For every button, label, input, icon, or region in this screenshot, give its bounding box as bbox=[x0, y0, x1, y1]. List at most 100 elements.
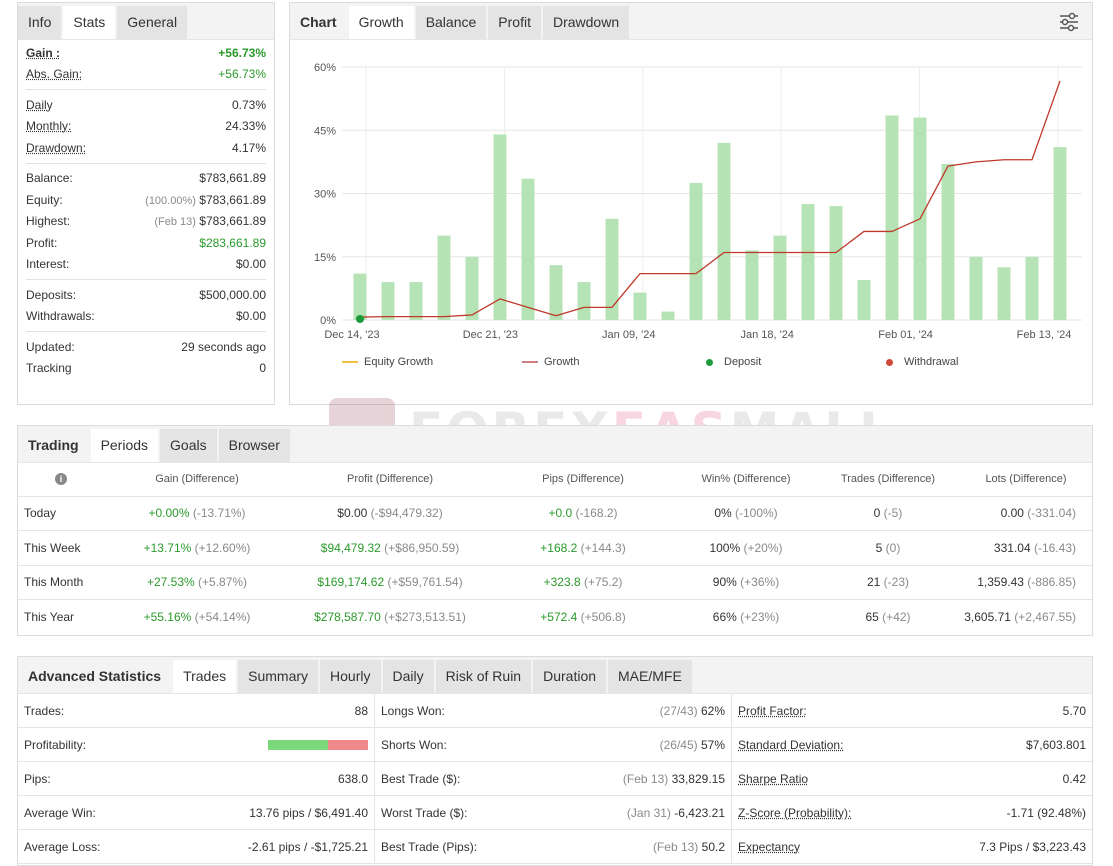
gain-diff: (+5.87%) bbox=[198, 575, 248, 590]
abs-gain-row: Abs. Gain: +56.73% bbox=[26, 64, 266, 86]
tab-drawdown[interactable]: Drawdown bbox=[542, 6, 630, 39]
advanced-col-1: Trades: 88 Profitability: Pips: 638.0 Aver… bbox=[18, 694, 375, 864]
growth-chart: 0% 15% 30% 45% 60% Dec 14, '23 Dec 21, '23 Jan … bbox=[314, 62, 1082, 341]
tab-summary[interactable]: Summary bbox=[238, 660, 319, 693]
deposit-marker bbox=[356, 315, 364, 323]
best-trade-note: (Feb 13) bbox=[622, 771, 669, 786]
chart-bar bbox=[577, 282, 591, 320]
interest-label: Interest: bbox=[26, 257, 70, 272]
chart-bar bbox=[605, 218, 619, 320]
tab-profit[interactable]: Profit bbox=[488, 6, 541, 39]
deposits-value: $500,000.00 bbox=[199, 287, 266, 302]
legend-deposit-label: Deposit bbox=[724, 356, 762, 368]
legend-growth[interactable]: Growth bbox=[522, 356, 579, 368]
tab-browser[interactable]: Browser bbox=[218, 429, 290, 462]
tab-trades[interactable]: Trades bbox=[173, 660, 237, 693]
expectancy-label[interactable]: Expectancy bbox=[738, 839, 801, 854]
advanced-tabbar: Advanced Statistics Trades Summary Hourl… bbox=[18, 657, 1092, 694]
col-profit: Profit (Difference) bbox=[347, 473, 433, 486]
y-tick-label: 60% bbox=[314, 62, 336, 74]
list-item: Best Trade ($): (Feb 13) 33,829.15 bbox=[375, 762, 731, 796]
tab-goals[interactable]: Goals bbox=[160, 429, 217, 462]
equity-value: $783,661.89 bbox=[199, 192, 266, 207]
advanced-col-2: Longs Won: (27/43) 62% Shorts Won: (26/45)… bbox=[375, 694, 732, 864]
chart-bar bbox=[661, 311, 675, 320]
period-name: This Week bbox=[18, 530, 104, 565]
tab-balance[interactable]: Balance bbox=[415, 6, 487, 39]
table-row: This Week +13.71% (+12.60%) $94,479.32 (… bbox=[18, 530, 1092, 565]
legend-withdrawal[interactable]: Withdrawal bbox=[886, 356, 958, 368]
abs-gain-label[interactable]: Abs. Gain: bbox=[26, 67, 83, 82]
win-diff: (-100%) bbox=[735, 506, 778, 521]
chart-bar bbox=[1025, 256, 1039, 320]
col-trades: Trades (Difference) bbox=[840, 473, 936, 486]
tab-growth[interactable]: Growth bbox=[348, 6, 414, 39]
tab-periods[interactable]: Periods bbox=[90, 429, 159, 462]
interest-row: Interest: $0.00 bbox=[26, 254, 266, 276]
balance-label: Balance: bbox=[26, 171, 73, 186]
x-tick-label: Feb 01, '24 bbox=[878, 329, 933, 341]
chart-bar bbox=[773, 235, 787, 320]
std-dev-label[interactable]: Standard Deviation: bbox=[738, 737, 844, 752]
sliders-icon[interactable] bbox=[1058, 11, 1080, 33]
col-gain: Gain (Difference) bbox=[155, 473, 239, 486]
highest-row: Highest: (Feb 13) $783,661.89 bbox=[26, 211, 266, 233]
shorts-won-label: Shorts Won: bbox=[381, 737, 447, 752]
tab-trading[interactable]: Trading bbox=[28, 437, 79, 453]
advanced-col-3: Profit Factor: 5.70 Standard Deviation: $7… bbox=[732, 694, 1092, 864]
legend-equity-label: Equity Growth bbox=[364, 356, 434, 368]
chart-bar bbox=[493, 134, 507, 320]
col-win: Win% (Difference) bbox=[701, 473, 791, 486]
tab-stats[interactable]: Stats bbox=[63, 6, 116, 39]
sharpe-value: 0.42 bbox=[1062, 771, 1086, 786]
daily-value: 0.73% bbox=[231, 97, 266, 112]
longs-won-value: 62% bbox=[700, 703, 725, 718]
tab-hourly[interactable]: Hourly bbox=[320, 660, 381, 693]
highest-value: $783,661.89 bbox=[199, 214, 266, 229]
withdrawals-value: $0.00 bbox=[235, 309, 266, 324]
monthly-label[interactable]: Monthly: bbox=[26, 119, 72, 134]
tab-general[interactable]: General bbox=[117, 6, 188, 39]
trades-value: 88 bbox=[354, 703, 368, 718]
tracking-row: Tracking 0 bbox=[26, 358, 266, 380]
period-name: This Year bbox=[18, 599, 104, 634]
list-item: Standard Deviation: $7,603.801 bbox=[732, 728, 1092, 762]
divider bbox=[26, 331, 266, 332]
profit-factor-label[interactable]: Profit Factor: bbox=[738, 703, 807, 718]
pips-label: Pips: bbox=[24, 771, 51, 786]
tab-info[interactable]: Info bbox=[18, 6, 62, 39]
zscore-label[interactable]: Z-Score (Probability): bbox=[738, 805, 852, 820]
chart-bar bbox=[717, 142, 731, 320]
gain-cell: +0.00% bbox=[148, 506, 190, 521]
chart-bar bbox=[521, 178, 535, 320]
trades-cell: 65 bbox=[865, 610, 879, 624]
tab-mae-mfe[interactable]: MAE/MFE bbox=[608, 660, 692, 693]
list-item: Profitability: bbox=[18, 728, 374, 762]
info-icon[interactable]: i bbox=[18, 463, 104, 496]
chart-bar bbox=[549, 265, 563, 320]
legend-deposit[interactable]: Deposit bbox=[706, 356, 761, 368]
gain-label[interactable]: Gain : bbox=[26, 45, 61, 60]
pips-diff: (+75.2) bbox=[584, 575, 623, 590]
expectancy-value: 7.3 Pips / $3,223.43 bbox=[979, 839, 1086, 854]
legend-withdrawal-label: Withdrawal bbox=[904, 356, 959, 368]
x-tick-label: Dec 21, '23 bbox=[463, 329, 518, 341]
x-tick-label: Jan 09, '24 bbox=[602, 329, 655, 341]
tab-duration[interactable]: Duration bbox=[533, 660, 607, 693]
tab-daily[interactable]: Daily bbox=[382, 660, 434, 693]
tab-risk-of-ruin[interactable]: Risk of Ruin bbox=[435, 660, 532, 693]
lots-diff: (+2,467.55) bbox=[1014, 610, 1076, 624]
list-item: Pips: 638.0 bbox=[18, 762, 374, 796]
table-row: Today +0.00% (-13.71%) $0.00 (-$94,479.3… bbox=[18, 495, 1092, 531]
advanced-title: Advanced Statistics bbox=[28, 668, 162, 684]
win-cell: 66% bbox=[712, 610, 737, 624]
legend-equity-growth[interactable]: Equity Growth bbox=[342, 356, 433, 368]
daily-label[interactable]: Daily bbox=[26, 97, 53, 112]
profit-factor-value: 5.70 bbox=[1062, 703, 1086, 718]
drawdown-label[interactable]: Drawdown: bbox=[26, 140, 87, 155]
col-pips: Pips (Difference) bbox=[542, 473, 624, 486]
sharpe-label[interactable]: Sharpe Ratio bbox=[738, 771, 809, 786]
profit-diff: (+$86,950.59) bbox=[384, 540, 460, 555]
profitability-win-bar bbox=[268, 739, 328, 750]
list-item: Best Trade (Pips): (Feb 13) 50.2 bbox=[375, 830, 731, 864]
